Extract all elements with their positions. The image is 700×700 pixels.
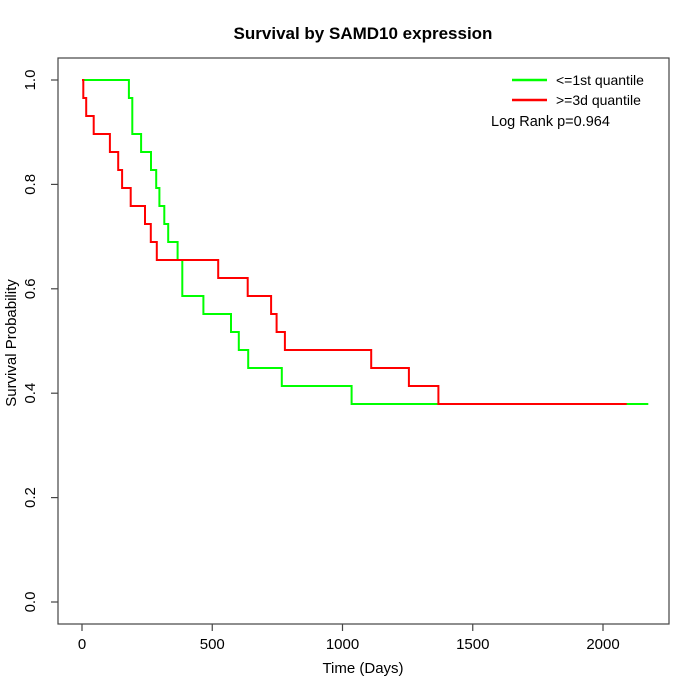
y-tick-label: 1.0 — [22, 70, 39, 91]
x-axis-title: Time (Days) — [322, 660, 403, 677]
chart-title: Survival by SAMD10 expression — [234, 24, 493, 43]
x-tick-label: 0 — [78, 636, 86, 653]
log-rank-annotation: Log Rank p=0.964 — [491, 114, 610, 130]
legend-label-third-quantile: >=3d quantile — [556, 92, 641, 108]
km-curve-third-quantile — [82, 79, 627, 405]
y-tick-label: 0.0 — [22, 592, 39, 613]
x-tick-label: 2000 — [586, 636, 619, 653]
y-axis-title: Survival Probability — [3, 279, 20, 407]
km-curve-first-quantile — [82, 79, 649, 405]
survival-curves — [82, 79, 649, 405]
x-tick-label: 1500 — [456, 636, 489, 653]
legend: <=1st quantile >=3d quantile Log Rank p=… — [491, 72, 644, 130]
legend-label-first-quantile: <=1st quantile — [556, 72, 644, 88]
y-tick-label: 0.8 — [22, 174, 39, 195]
y-tick-label: 0.4 — [22, 383, 39, 404]
y-tick-label: 0.2 — [22, 487, 39, 508]
x-tick-label: 1000 — [326, 636, 359, 653]
plot-box — [57, 57, 670, 625]
x-tick-label: 500 — [200, 636, 225, 653]
axis-ticks: 0 500 1000 1500 2000 0.0 0.2 0.4 0.6 0.8 1.0 — [22, 70, 620, 653]
y-tick-label: 0.6 — [22, 278, 39, 299]
